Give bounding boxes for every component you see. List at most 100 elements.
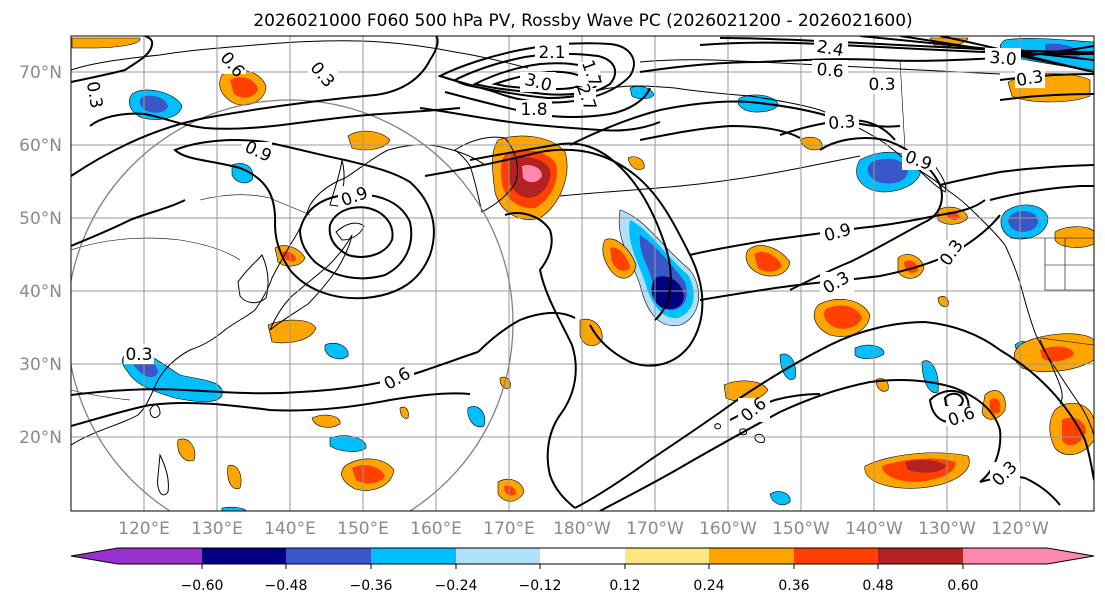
pos-anomaly-subtrop-central-red xyxy=(824,305,862,329)
colorbar-tick-label: 0.60 xyxy=(947,578,978,594)
colorbar: −0.60 −0.48 −0.36 −0.24 −0.12 0.12 0.24 … xyxy=(70,547,1095,594)
lon-label: 130°W xyxy=(918,519,976,539)
pos-anomaly-e-pacific-dark xyxy=(905,459,946,473)
contour-line xyxy=(504,212,577,509)
lon-label: 160°E xyxy=(410,519,462,539)
border-china-russia xyxy=(199,194,311,216)
lon-label: 180°W xyxy=(553,519,611,539)
svg-text:0.3: 0.3 xyxy=(828,112,857,134)
neg-anomaly-subtrop-2 xyxy=(324,342,349,360)
pos-anomaly-bering-south-red xyxy=(754,251,782,272)
svg-text:3.0: 3.0 xyxy=(989,48,1018,70)
contour-line xyxy=(424,148,704,367)
negative-pv-anomaly xyxy=(121,37,1094,511)
lat-label: 40°N xyxy=(19,282,62,302)
lon-label: 150°W xyxy=(772,519,830,539)
contour-line xyxy=(71,36,154,83)
pos-anomaly-dateline-red xyxy=(610,247,630,271)
svg-text:1.8: 1.8 xyxy=(520,100,547,120)
lon-label: 170°E xyxy=(483,519,535,539)
contour-line xyxy=(999,93,1094,101)
contour-line xyxy=(173,139,435,300)
svg-text:2.1: 2.1 xyxy=(538,43,565,63)
pos-anomaly-bc-coast-s xyxy=(1054,226,1094,248)
contour-line xyxy=(719,37,1094,53)
lon-label: 170°W xyxy=(626,519,684,539)
contour-line xyxy=(298,193,413,280)
colorbar-outline xyxy=(70,547,1095,565)
svg-text:0.3: 0.3 xyxy=(125,345,152,365)
longitude-labels: 120°E 130°E 140°E 150°E 160°E 170°E 180°… xyxy=(118,519,1049,539)
contour-line xyxy=(453,52,617,100)
colorbar-tick-label: 0.12 xyxy=(609,578,640,594)
pos-anomaly-misc-4 xyxy=(937,296,949,307)
lon-label: 120°W xyxy=(991,519,1049,539)
neg-anomaly-n-pacific-core xyxy=(651,276,684,310)
neg-anomaly-subtrop-4 xyxy=(779,353,796,380)
colorbar-seg-deep-sky-blue xyxy=(371,548,456,564)
pos-anomaly-w-pac-small xyxy=(311,414,341,428)
colorbar-seg-light-blue xyxy=(456,548,540,564)
contour-label: 0.6 xyxy=(812,60,848,82)
colorbar-tick-label: −0.48 xyxy=(265,578,308,594)
contour-line xyxy=(71,36,439,177)
latitude-labels: 70°N 60°N 50°N 40°N 30°N 20°N xyxy=(19,63,62,448)
border-china-south xyxy=(71,389,131,401)
map-panel: 0.3 0.6 0.9 1.8 2.1 2.4 3.0 0.3 0.9 0.6 … xyxy=(70,35,1095,512)
lat-label: 60°N xyxy=(19,136,62,156)
coast-korea xyxy=(237,254,269,304)
neg-anomaly-subtrop-6 xyxy=(921,360,939,393)
contour-line xyxy=(989,185,1094,201)
neg-anomaly-subtrop-3 xyxy=(467,406,486,428)
contour-label: 1.8 xyxy=(516,100,552,120)
neg-anomaly-japan xyxy=(231,163,254,184)
border-alaska-canada xyxy=(899,59,906,151)
coast-japan-honshu xyxy=(269,234,353,331)
pos-anomaly-siberia-red xyxy=(230,77,258,98)
contour-line xyxy=(939,164,1094,186)
map-frame xyxy=(70,35,1095,512)
colorbar-tick-label: −0.24 xyxy=(435,578,478,594)
lat-label: 30°N xyxy=(19,355,62,375)
contour-label: 0.3 xyxy=(825,112,859,134)
coast-philippines xyxy=(157,453,169,496)
contour-label: 0.3 xyxy=(988,457,1021,490)
colorbar-tick-label: −0.60 xyxy=(181,578,224,594)
contour-line xyxy=(699,214,1001,301)
lon-label: 130°E xyxy=(191,519,243,539)
contour-line xyxy=(444,87,651,118)
colorbar-tick-label: 0.24 xyxy=(693,578,724,594)
coast-alaska xyxy=(599,85,1006,246)
neg-anomaly-gulf-alaska-core xyxy=(867,158,908,184)
svg-text:0.3: 0.3 xyxy=(82,80,106,110)
svg-text:0.3: 0.3 xyxy=(868,75,895,95)
colorbar-seg-royal-blue xyxy=(286,548,371,564)
pos-anomaly-indochina xyxy=(227,464,242,490)
neg-anomaly-subtrop-7 xyxy=(769,491,791,506)
contour-line xyxy=(599,379,1002,511)
colorbar-tick-label: 0.48 xyxy=(862,578,893,594)
contour-line xyxy=(789,221,926,291)
lat-label: 20°N xyxy=(19,428,62,448)
colorbar-seg-navy xyxy=(202,548,286,564)
colorbar-tick-labels: −0.60 −0.48 −0.36 −0.24 −0.12 0.12 0.24 … xyxy=(181,578,979,594)
contour-label: 3.0 xyxy=(985,48,1021,70)
neg-anomaly-siberia-core xyxy=(139,95,168,113)
lon-label: 160°W xyxy=(699,519,757,539)
contour-label: 0.9 xyxy=(242,137,275,167)
coast-asia-mainland xyxy=(71,144,486,446)
contour-label: 0.3 xyxy=(936,236,968,270)
border-us-states-1 xyxy=(1044,238,1094,291)
colorbar-seg-firebrick xyxy=(878,548,963,564)
political-borders xyxy=(71,59,1094,401)
neg-anomaly-bc-coast-core xyxy=(1008,211,1038,232)
contour-line xyxy=(89,107,461,130)
neg-anomaly-subtrop-5 xyxy=(854,344,885,359)
svg-text:0.3: 0.3 xyxy=(1015,67,1045,91)
contour-label: 3.0 xyxy=(520,70,556,96)
colorbar-seg-light-yellow xyxy=(625,548,709,564)
contour-line xyxy=(469,142,672,321)
pos-anomaly-west-pacific-red xyxy=(352,465,385,484)
coast-hawaii-3 xyxy=(714,423,721,430)
